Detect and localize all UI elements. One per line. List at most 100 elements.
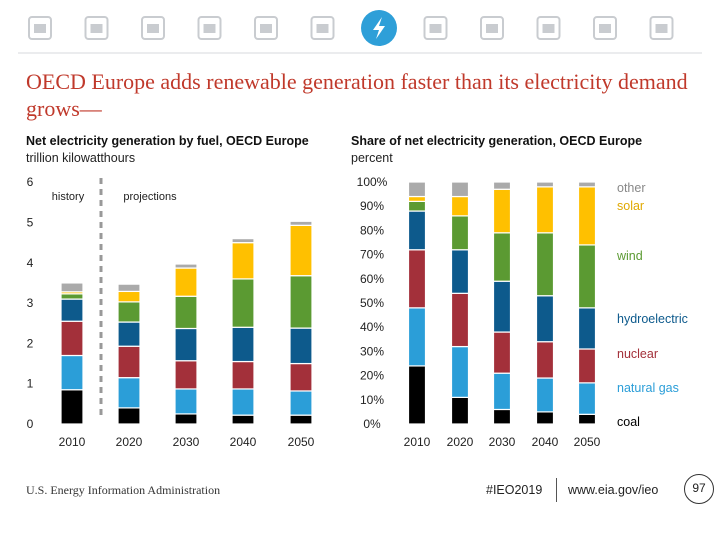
petroleum-icon: [84, 16, 109, 40]
right-xtick-label: 2030: [489, 435, 516, 449]
left-ytick-label: 2: [27, 336, 34, 350]
commercial-building-icon: [197, 16, 222, 40]
left-bar-2030-solar: [174, 267, 198, 297]
right-bar-2020-other: [450, 181, 470, 198]
right-bar-2040-other: [535, 181, 555, 188]
right-bar-2020-nuclear: [450, 292, 470, 348]
left-ytick-label: 3: [27, 296, 34, 310]
left-bar-2050-nuclear: [289, 362, 313, 392]
left-chart-title: Net electricity generation by fuel, OECD…: [26, 134, 309, 148]
right-bar-2050-natural-gas: [577, 382, 597, 415]
car-icon-frame: [310, 16, 335, 40]
mining-icon-glyph: [429, 24, 442, 33]
mining-icon-frame: [423, 16, 448, 40]
petroleum-icon-frame: [84, 16, 109, 40]
legend-coal: coal: [617, 415, 640, 429]
left-bar-2040-hydroelectric: [231, 326, 255, 363]
left-bar-2030-wind: [174, 295, 198, 330]
left-xtick-label: 2040: [230, 435, 257, 449]
footer-url[interactable]: www.eia.gov/ieo: [568, 483, 659, 497]
left-ytick-label: 4: [27, 256, 34, 270]
left-bar-2030-hydroelectric: [174, 327, 198, 362]
factory-icon-glyph: [147, 24, 159, 33]
commercial-building-icon-glyph: [203, 24, 216, 33]
right-ytick-label: 0%: [363, 417, 381, 431]
left-bar-2010-coal: [60, 389, 84, 425]
top-icon-bar-graphics: [18, 10, 702, 54]
left-bar-2010-nuclear: [60, 320, 84, 357]
data-icon: [28, 16, 52, 40]
right-bar-2050-hydroelectric: [577, 307, 597, 350]
left-bar-2050-coal: [289, 414, 313, 425]
oil-barrel-icon-glyph: [486, 24, 498, 33]
right-bar-2040-hydroelectric: [535, 295, 555, 343]
left-bar-2010-other: [60, 282, 84, 293]
right-bar-2030-coal: [492, 408, 512, 425]
top-icon-bar: [0, 0, 720, 60]
footer-source: U.S. Energy Information Administration: [26, 483, 221, 497]
left-ytick-label: 1: [27, 377, 34, 391]
mining-icon: [423, 16, 448, 40]
right-ytick-label: 30%: [360, 344, 384, 358]
factory-icon: [141, 16, 165, 40]
right-xtick-label: 2050: [574, 435, 601, 449]
commercial-building-icon-frame: [197, 16, 222, 40]
right-chart-title: Share of net electricity generation, OEC…: [351, 134, 643, 148]
left-bar-2050-natural-gas: [289, 390, 313, 416]
factory-icon-frame: [141, 16, 165, 40]
left-bar-2020-nuclear: [117, 345, 141, 379]
co2-icon-frame: [593, 16, 617, 40]
right-bar-2010-other: [407, 181, 427, 198]
electricity-icon-glyph: [373, 17, 385, 39]
right-bar-2030-solar: [492, 188, 512, 234]
right-bar-2030-wind: [492, 232, 512, 282]
data-icon-frame: [28, 16, 52, 40]
right-xtick-label: 2040: [532, 435, 559, 449]
industry-icon: [254, 16, 278, 40]
right-bar-2030-nuclear: [492, 331, 512, 374]
right-bar-2010-natural-gas: [407, 307, 427, 367]
legend-natural-gas: natural gas: [617, 381, 679, 395]
right-bar-2010-wind: [407, 200, 427, 212]
right-ytick-label: 70%: [360, 248, 384, 262]
left-xtick-label: 2030: [173, 435, 200, 449]
data-icon-glyph: [34, 24, 46, 33]
left-bar-2040-natural-gas: [231, 388, 255, 416]
left-bar-2030-nuclear: [174, 360, 198, 390]
annotation-projections: projections: [123, 191, 177, 203]
oil-barrel-icon: [480, 16, 504, 40]
right-ytick-label: 80%: [360, 223, 384, 237]
natural-gas-icon-glyph: [542, 24, 555, 33]
left-bar-2020-coal: [117, 407, 141, 425]
left-bar-2020-other: [117, 283, 141, 293]
right-ytick-label: 40%: [360, 320, 384, 334]
right-bar-2030-natural-gas: [492, 372, 512, 411]
left-bar-2040-wind: [231, 278, 255, 328]
annotation-history: history: [52, 191, 85, 203]
co2-icon: [593, 16, 617, 40]
right-ytick-label: 60%: [360, 272, 384, 286]
footer-separator: [556, 478, 557, 502]
oil-barrel-icon-frame: [480, 16, 504, 40]
right-bar-2020-hydroelectric: [450, 249, 470, 294]
right-bar-2020-wind: [450, 215, 470, 251]
left-bar-2040-solar: [231, 242, 255, 280]
right-bar-2010-hydroelectric: [407, 210, 427, 251]
analysis-icon-glyph: [655, 24, 668, 33]
left-chart-unit: trillion kilowatthours: [26, 151, 136, 165]
legend-hydroelectric: hydroelectric: [617, 312, 688, 326]
right-bar-2050-other: [577, 181, 597, 188]
car-icon-glyph: [316, 24, 329, 33]
right-bar-2020-solar: [450, 195, 470, 217]
right-bar-2040-solar: [535, 186, 555, 234]
right-ytick-label: 20%: [360, 369, 384, 383]
right-bar-2020-natural-gas: [450, 345, 470, 398]
right-bar-2030-hydroelectric: [492, 280, 512, 333]
industry-icon-frame: [254, 16, 278, 40]
natural-gas-icon-frame: [536, 16, 561, 40]
right-ytick-label: 10%: [360, 393, 384, 407]
left-bar-2020-natural-gas: [117, 377, 141, 409]
page-number-badge: 97: [684, 474, 714, 504]
legend-other: other: [617, 181, 646, 195]
right-ytick-label: 50%: [360, 296, 384, 310]
